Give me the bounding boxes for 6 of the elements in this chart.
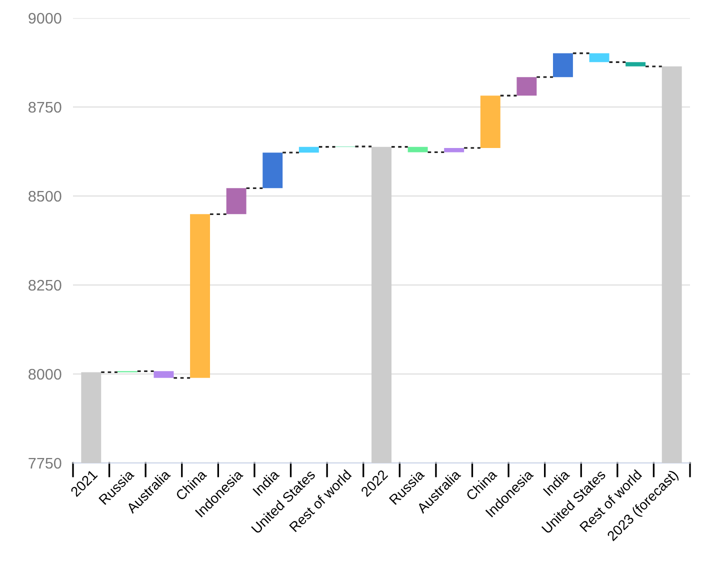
y-tick-label: 8750 (28, 102, 62, 113)
y-tick-label: 8500 (28, 190, 62, 202)
y-tick-label: 8000 (28, 368, 62, 380)
y-tick-label: 9000 (28, 12, 62, 24)
y-tick-label: 8250 (28, 280, 62, 291)
y-tick-label: 7750 (28, 458, 62, 469)
